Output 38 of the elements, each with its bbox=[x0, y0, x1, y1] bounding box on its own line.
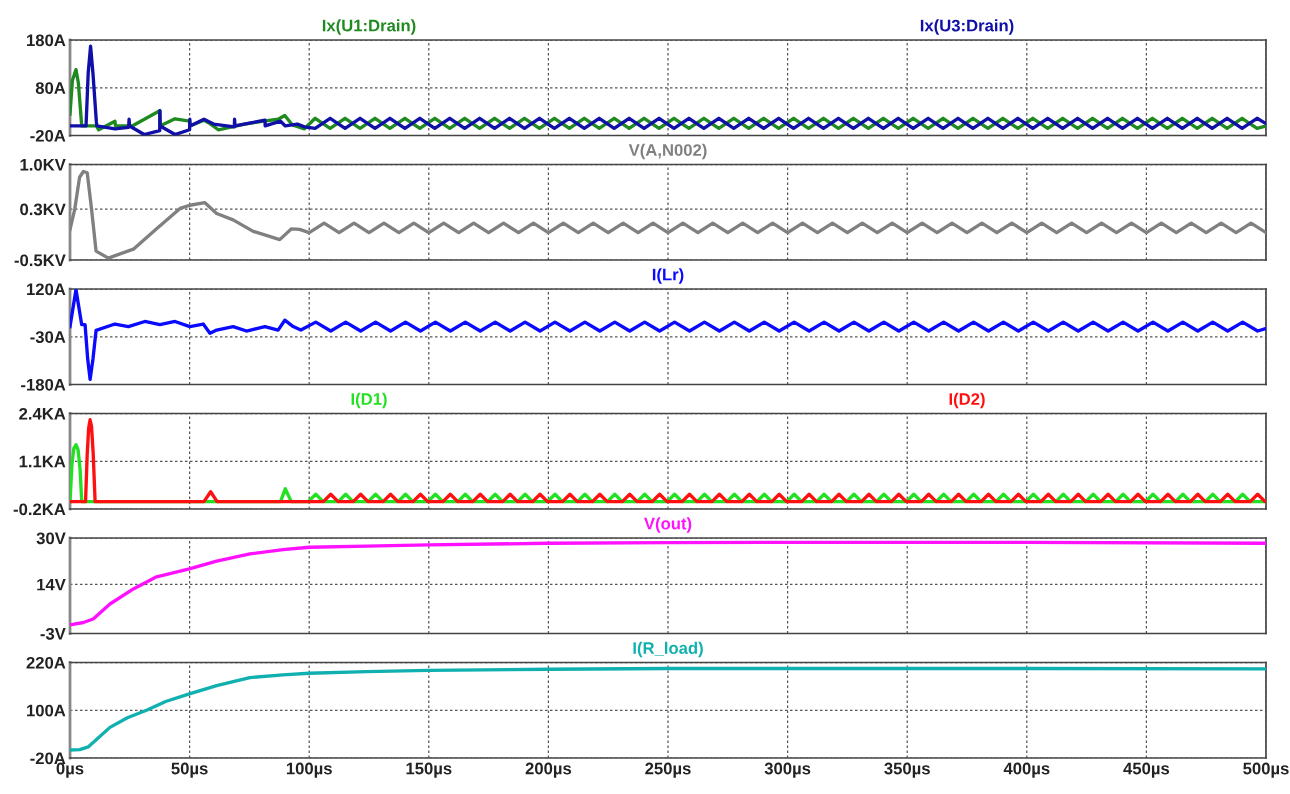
y-tick-label: -0.5KV bbox=[14, 254, 66, 267]
x-tick-label: 50µs bbox=[171, 762, 208, 778]
text: Ix(U3:Drain) bbox=[920, 19, 1014, 35]
y-tick-label: 180A bbox=[27, 34, 66, 47]
y-tick-label: 30V bbox=[36, 532, 66, 545]
x-tick-label: 200µs bbox=[525, 762, 572, 778]
line-series bbox=[70, 666, 1266, 752]
series-label: I(R_load) bbox=[633, 641, 703, 658]
x-tick-label: 500µs bbox=[1243, 762, 1289, 778]
y-tick-label: 2.4KA bbox=[19, 407, 66, 420]
x-tick-label: 450µs bbox=[1123, 762, 1170, 778]
x-tick-label: 400µs bbox=[1003, 762, 1050, 778]
text: Ix(U1:Drain) bbox=[322, 19, 416, 35]
y-tick-label: 220A bbox=[26, 656, 66, 669]
line-series bbox=[70, 289, 1266, 382]
x-tick-label: 350µs bbox=[884, 762, 930, 778]
x-tick-label: 100µs bbox=[286, 762, 332, 778]
x-tick-label: 150µs bbox=[406, 762, 452, 778]
y-tick-label: 0.3KV bbox=[20, 203, 66, 216]
text: I(Lr) bbox=[652, 268, 684, 284]
y-tick-label: -20A bbox=[30, 129, 66, 142]
y-tick-label: -3V bbox=[40, 627, 66, 640]
x-tick-label: 300µs bbox=[764, 762, 811, 778]
y-tick-label: 80A bbox=[35, 82, 66, 94]
y-tick-label: 14V bbox=[37, 578, 66, 591]
y-tick-label: -30A bbox=[30, 331, 66, 343]
y-tick-label: 1.0KV bbox=[20, 158, 66, 171]
y-tick-label: 1.1KA bbox=[19, 455, 66, 468]
text: I(D1) bbox=[351, 392, 387, 409]
y-tick-label: 100A bbox=[27, 704, 66, 717]
line-series bbox=[70, 418, 1266, 504]
text: I(D2) bbox=[949, 392, 985, 409]
y-tick-label: -0.2KA bbox=[13, 503, 66, 516]
y-tick-label: -180A bbox=[21, 378, 66, 391]
series-label: V(out) bbox=[644, 517, 692, 533]
text: V(A,N002) bbox=[628, 143, 707, 160]
x-tick-label: 250µs bbox=[645, 762, 691, 778]
y-tick-label: 120A bbox=[27, 283, 66, 296]
